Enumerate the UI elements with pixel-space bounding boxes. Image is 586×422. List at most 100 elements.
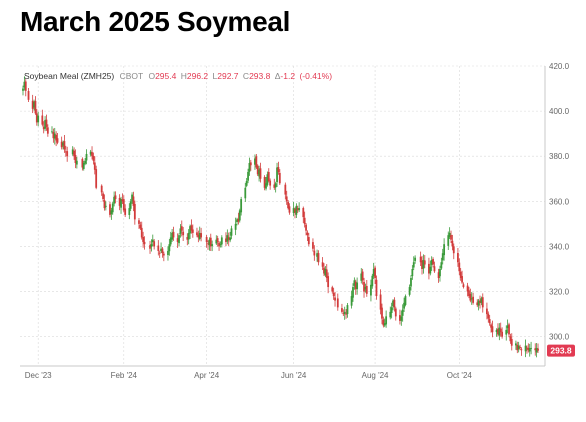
candle	[240, 196, 243, 216]
candle-body	[461, 276, 463, 283]
candle-body	[495, 329, 498, 332]
candle	[267, 168, 270, 183]
candle	[120, 196, 122, 214]
candle	[469, 288, 472, 303]
candle	[277, 161, 280, 175]
candle	[84, 158, 87, 166]
candle-body	[33, 102, 35, 108]
candle	[390, 302, 393, 319]
candle	[121, 193, 124, 205]
candle-body	[459, 271, 462, 279]
candle	[95, 165, 98, 190]
y-tick-label: 360.0	[549, 197, 570, 206]
candle	[198, 226, 201, 241]
candle	[345, 309, 347, 319]
candle-body	[360, 273, 363, 281]
candle	[306, 230, 309, 241]
candle-body	[150, 244, 153, 247]
candle-body	[457, 253, 459, 263]
candle	[190, 219, 193, 234]
candle-body	[305, 224, 307, 231]
candle	[433, 261, 436, 273]
candle	[245, 177, 248, 188]
x-tick-label: Oct '24	[447, 371, 473, 380]
candle	[346, 302, 349, 318]
candle-body	[128, 208, 131, 215]
candle	[234, 217, 237, 236]
candle	[342, 309, 345, 317]
candle	[302, 206, 305, 224]
candle	[64, 145, 67, 157]
candle	[142, 231, 145, 248]
candle	[133, 200, 136, 225]
candle	[45, 114, 48, 131]
candle	[461, 270, 463, 284]
candle	[341, 303, 343, 314]
exchange-name: CBOT	[120, 71, 143, 81]
candle	[389, 306, 392, 320]
candle	[93, 156, 96, 175]
candle	[226, 229, 229, 245]
candle	[480, 296, 483, 306]
candle-body	[393, 299, 396, 308]
candle	[208, 237, 211, 251]
candle	[66, 146, 69, 162]
candle	[457, 248, 459, 267]
candle	[258, 165, 260, 182]
candle	[22, 85, 24, 96]
candle-body	[53, 133, 56, 139]
candle	[412, 256, 415, 271]
candle-body	[343, 311, 346, 315]
candle	[128, 203, 131, 220]
candle	[273, 178, 276, 190]
candle	[207, 240, 209, 250]
candle	[530, 341, 532, 355]
y-tick-label: 340.0	[549, 242, 570, 251]
candle	[350, 290, 353, 309]
candle	[303, 211, 306, 228]
candle	[249, 159, 252, 171]
y-tick-label: 380.0	[549, 152, 570, 161]
candle-body	[419, 256, 422, 263]
candle-body	[55, 134, 58, 141]
candle-body	[364, 287, 367, 290]
candle-body	[121, 199, 124, 202]
candle	[178, 233, 180, 247]
candle	[481, 293, 484, 313]
candle-body	[498, 327, 501, 336]
candle-body	[198, 232, 201, 240]
candle	[490, 322, 492, 333]
candle	[437, 268, 440, 283]
candle-body	[161, 248, 164, 254]
low-value: 292.7	[217, 71, 239, 81]
x-tick-label: Feb '24	[111, 371, 138, 380]
candle	[220, 235, 223, 248]
candle-body	[254, 158, 256, 165]
candle	[451, 234, 454, 251]
candle	[516, 341, 519, 354]
last-price-label: 293.8	[550, 346, 572, 356]
candle	[219, 241, 222, 248]
candle-body	[196, 232, 198, 236]
candle-body	[209, 237, 212, 247]
candle-body	[324, 269, 327, 276]
candle	[91, 146, 93, 160]
candle-body	[476, 302, 479, 306]
x-tick-label: Apr '24	[194, 371, 220, 380]
candle	[334, 291, 336, 307]
candle	[287, 200, 289, 210]
candle	[410, 275, 412, 291]
candle-body	[27, 91, 30, 100]
candle	[400, 310, 403, 326]
candle	[295, 203, 298, 219]
candle-body	[470, 298, 473, 300]
candle	[312, 238, 314, 252]
candle	[205, 234, 208, 248]
candle-body	[122, 199, 125, 211]
candle	[479, 295, 481, 309]
candle	[298, 202, 301, 213]
candle	[139, 221, 142, 230]
candle-body	[341, 308, 343, 312]
candle	[429, 260, 432, 276]
